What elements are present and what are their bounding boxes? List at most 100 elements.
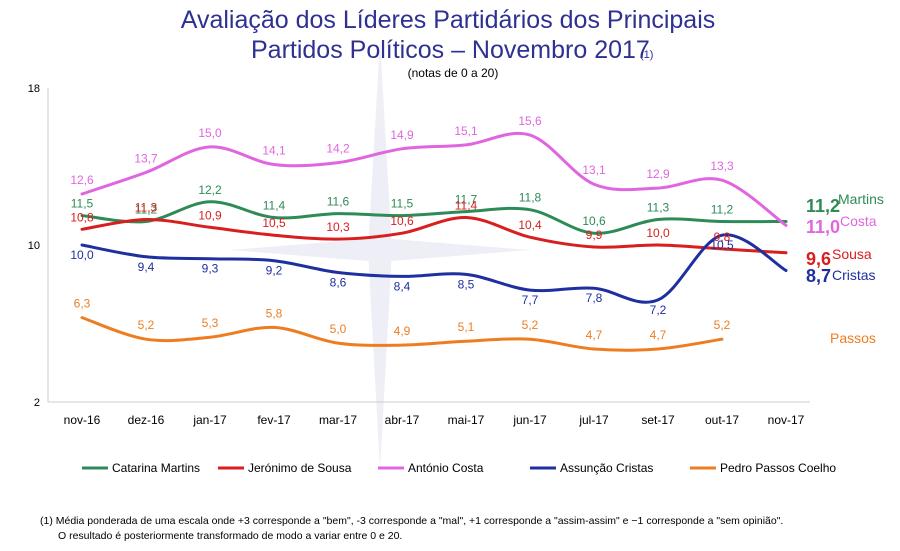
data-label: 5,2 xyxy=(522,318,539,332)
chart-title-line2-group: Partidos Políticos – Novembro 2017 (1) xyxy=(251,36,653,64)
footnote-line1: (1) Média ponderada de uma escala onde +… xyxy=(40,515,784,527)
data-label: 15,0 xyxy=(198,126,222,140)
end-name-label: Passos xyxy=(830,330,876,346)
end-name-label: Cristas xyxy=(832,267,876,283)
data-label: 8,6 xyxy=(330,275,347,289)
x-tick-label: fev-17 xyxy=(257,413,291,427)
data-label: 5,2 xyxy=(138,318,155,332)
data-label: 5,8 xyxy=(266,306,283,320)
data-label: 5,3 xyxy=(202,316,219,330)
data-label: 12,6 xyxy=(70,173,94,187)
y-tick-label: 18 xyxy=(28,83,40,95)
legend-item: António Costa xyxy=(378,461,484,475)
data-label: 10,5 xyxy=(710,238,734,252)
data-label: 10,5 xyxy=(262,216,286,230)
x-tick-label: jul-17 xyxy=(578,413,609,427)
x-tick-label: jun-17 xyxy=(512,413,547,427)
series-line-4 xyxy=(80,316,724,352)
end-value-label: 8,7 xyxy=(806,266,831,286)
series-line-0 xyxy=(80,200,788,235)
end-value-label: 9,6 xyxy=(806,249,831,269)
data-label: 10,6 xyxy=(582,214,606,228)
x-tick-label: mai-17 xyxy=(448,413,485,427)
x-tick-label: nov-16 xyxy=(64,413,101,427)
legend-label: Jerónimo de Sousa xyxy=(248,461,352,475)
y-tick-label: 2 xyxy=(34,397,40,409)
legend-item: Jerónimo de Sousa xyxy=(218,461,352,475)
legend-label: Catarina Martins xyxy=(112,461,200,475)
legend: Catarina Martins Jerónimo de Sousa António… xyxy=(82,461,836,475)
data-label: 10,8 xyxy=(70,210,94,224)
x-tick-label: dez-16 xyxy=(128,413,165,427)
data-label: 10,4 xyxy=(518,218,542,232)
y-tick-labels: 18 10 2 xyxy=(28,83,40,409)
x-tick-labels: nov-16 dez-16 jan-17 fev-17 mar-17 abr-17 mai-… xyxy=(64,413,805,427)
end-name-label: Martins xyxy=(838,191,884,207)
series-lines xyxy=(80,131,788,352)
chart-title-line1: Avaliação dos Líderes Partidários dos Pr… xyxy=(181,6,716,34)
x-tick-label: out-17 xyxy=(705,413,739,427)
data-label: 10,0 xyxy=(646,226,670,240)
data-label: 9,3 xyxy=(202,262,219,276)
x-tick-label: set-17 xyxy=(641,413,675,427)
data-label: 13,3 xyxy=(710,159,734,173)
legend-label: António Costa xyxy=(408,461,484,475)
data-label: 14,9 xyxy=(390,128,414,142)
data-label: 12,9 xyxy=(646,167,670,181)
data-label: 7,2 xyxy=(650,303,667,317)
legend-item: Assunção Cristas xyxy=(530,461,653,475)
x-tick-label: jan-17 xyxy=(192,413,227,427)
end-value-label: 11,2 xyxy=(806,196,840,216)
data-label: 11,2 xyxy=(711,202,734,216)
data-label: 13,1 xyxy=(582,163,606,177)
data-label: 11,4 xyxy=(455,199,478,213)
data-label: 4,7 xyxy=(650,328,667,342)
data-label: 10,3 xyxy=(326,220,350,234)
data-label: 11,8 xyxy=(519,191,542,205)
legend-label: Assunção Cristas xyxy=(560,461,653,475)
data-label: 11,7 xyxy=(455,193,478,207)
data-label: 7,7 xyxy=(522,293,539,307)
series-line-1 xyxy=(80,215,788,255)
data-label: 4,7 xyxy=(586,328,603,342)
series-line-2 xyxy=(80,131,788,227)
data-label: 14,2 xyxy=(326,142,350,156)
data-label: 9,9 xyxy=(586,228,603,242)
data-labels: 11,5 11,2 12,2 11,4 11,6 11,5 11,7 11,8 10,6 11,3… xyxy=(70,114,734,342)
footnote: (1) Média ponderada de uma escala onde +… xyxy=(40,514,890,544)
watermark xyxy=(230,40,530,470)
data-label: 8,5 xyxy=(458,277,475,291)
x-tick-label: nov-17 xyxy=(768,413,805,427)
end-name-label: Sousa xyxy=(832,246,872,262)
data-label: 7,8 xyxy=(586,291,603,305)
data-label: 11,6 xyxy=(327,195,350,209)
data-label: 12,2 xyxy=(198,183,222,197)
data-label: 10,9 xyxy=(198,208,222,222)
data-label: 11,2 xyxy=(135,202,158,216)
data-label: 10,6 xyxy=(390,214,414,228)
data-label: 11,5 xyxy=(71,197,94,211)
end-value-label: 11,0 xyxy=(806,217,840,237)
series-line-3 xyxy=(80,233,788,304)
data-label: 5,2 xyxy=(714,318,731,332)
data-label: 5,1 xyxy=(458,320,475,334)
data-label: 14,1 xyxy=(262,144,286,158)
legend-item: Pedro Passos Coelho xyxy=(690,461,836,475)
x-tick-label: mar-17 xyxy=(319,413,357,427)
data-label: 4,9 xyxy=(394,324,411,338)
data-label: 6,3 xyxy=(74,297,91,311)
data-label: 8,4 xyxy=(394,279,411,293)
data-label: 9,2 xyxy=(266,264,283,278)
data-label: 10,0 xyxy=(70,248,94,262)
end-name-label: Costa xyxy=(840,213,877,229)
x-tick-label: abr-17 xyxy=(385,413,420,427)
data-label: 9,8 xyxy=(714,230,731,244)
chart-title-note: (1) xyxy=(640,49,653,61)
data-label: 15,6 xyxy=(518,114,542,128)
data-label: 11,5 xyxy=(391,197,414,211)
legend-label: Pedro Passos Coelho xyxy=(720,461,836,475)
data-label: 11,4 xyxy=(263,199,286,213)
data-label: 9,4 xyxy=(138,260,155,274)
